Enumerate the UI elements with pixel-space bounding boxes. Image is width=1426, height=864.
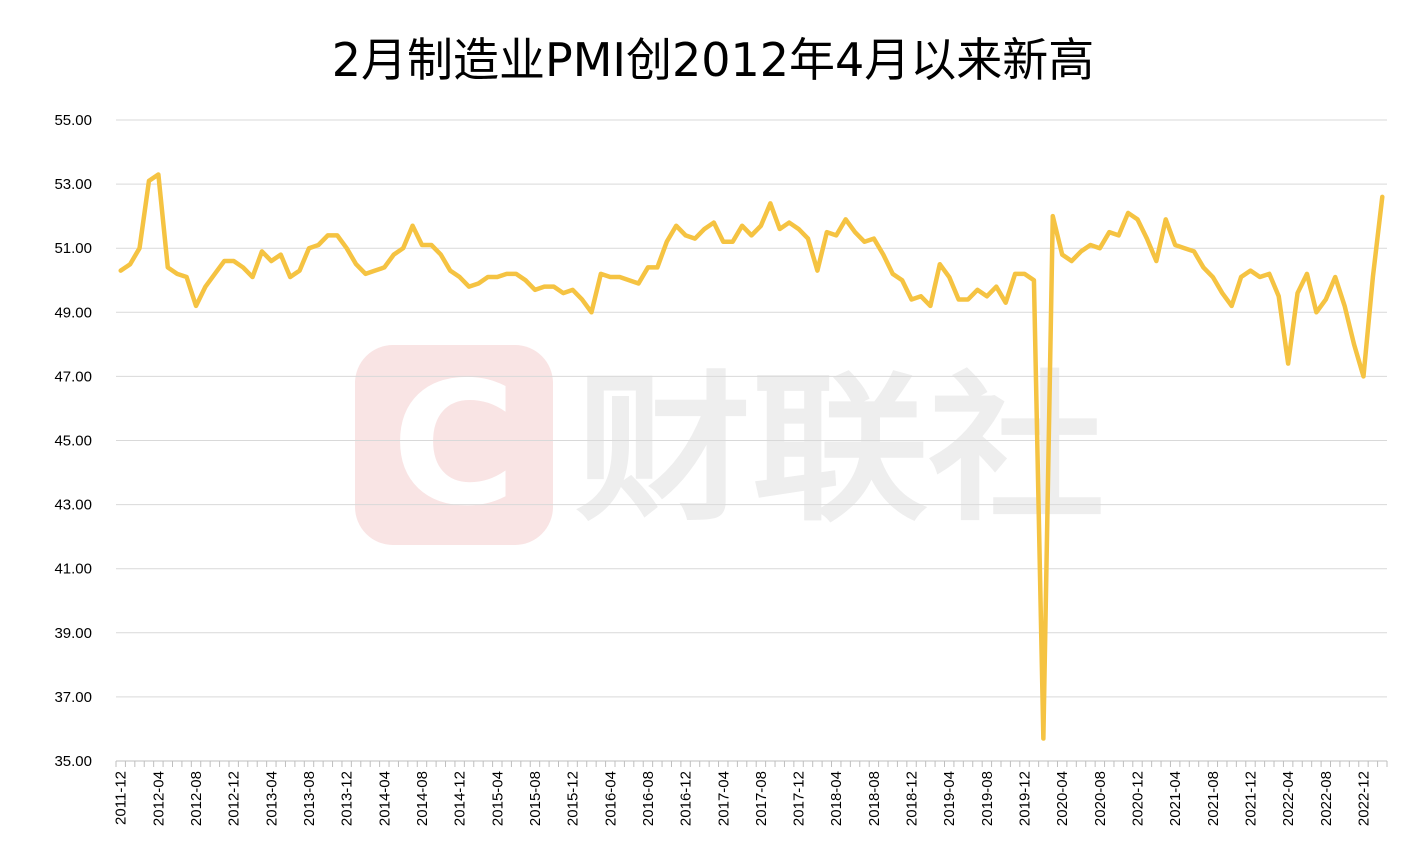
y-tick-label: 41.00: [54, 561, 92, 578]
x-tick-label: 2019-08: [979, 771, 996, 826]
y-tick-label: 43.00: [54, 497, 92, 514]
x-axis: 2011-12 2012-04 2012-08 2012-12 2013-04 2013-…: [113, 760, 1388, 826]
watermark-logo-letter: C: [392, 346, 517, 544]
x-tick-label: 2017-04: [715, 771, 732, 826]
x-tick-label: 2012-04: [150, 771, 167, 826]
x-tick-label: 2015-12: [565, 771, 582, 826]
x-tick-label: 2017-08: [753, 771, 770, 826]
x-tick-label: 2014-08: [414, 771, 431, 826]
y-tick-label: 47.00: [54, 368, 92, 385]
x-tick-label: 2022-04: [1280, 771, 1297, 826]
y-tick-label: 53.00: [54, 176, 92, 193]
x-tick-label: 2022-12: [1355, 771, 1372, 826]
watermark-text: 财联社: [575, 356, 1105, 543]
x-tick-label: 2011-12: [113, 771, 130, 825]
x-tick-label: 2018-08: [866, 771, 883, 826]
series-line: [118, 172, 1385, 741]
y-tick-label: 51.00: [54, 240, 92, 257]
x-tick-label: 2016-12: [678, 771, 695, 826]
chart-title: 2月制造业PMI创2012年4月以来新高: [331, 33, 1095, 87]
y-tick-label: 35.00: [54, 753, 92, 770]
y-tick-label: 55.00: [54, 112, 92, 129]
x-tick-label: 2012-12: [226, 771, 243, 826]
x-tick-label: 2016-08: [640, 771, 657, 826]
x-tick-label: 2018-12: [904, 771, 921, 826]
x-tick-label: 2014-04: [376, 771, 393, 826]
x-tick-label: 2019-12: [1017, 771, 1034, 826]
x-tick-label: 2020-12: [1130, 771, 1147, 826]
y-axis: 35.00 37.00 39.00 41.00 43.00 45.00 47.00 49.00…: [54, 112, 92, 770]
y-tick-label: 39.00: [54, 625, 92, 642]
x-tick-label: 2022-08: [1318, 771, 1335, 826]
x-tick-label: 2016-04: [602, 771, 619, 826]
x-tick-label: 2013-04: [263, 771, 280, 826]
y-tick-label: 49.00: [54, 304, 92, 321]
x-tick-label: 2017-12: [791, 771, 808, 826]
x-tick-label: 2018-04: [828, 771, 845, 826]
x-tick-label: 2013-12: [339, 771, 356, 826]
x-tick-label: 2021-04: [1167, 771, 1184, 826]
watermark: C 财联社: [355, 345, 1105, 545]
x-tick-label: 2021-12: [1242, 771, 1259, 826]
gridlines: [116, 119, 1387, 762]
x-tick-label: 2013-08: [301, 771, 318, 826]
watermark-logo-icon: [355, 345, 553, 545]
x-tick-label: 2015-04: [489, 771, 506, 826]
y-tick-label: 37.00: [54, 689, 92, 706]
x-tick-label: 2021-08: [1205, 771, 1222, 826]
x-tick-label: 2020-08: [1092, 771, 1109, 826]
x-tick-label: 2019-04: [941, 771, 958, 826]
series-group: [118, 172, 1385, 741]
x-tick-label: 2014-12: [452, 771, 469, 826]
x-tick-label: 2020-04: [1054, 771, 1071, 826]
x-tick-label: 2015-08: [527, 771, 544, 826]
x-tick-label: 2012-08: [188, 771, 205, 826]
y-tick-label: 45.00: [54, 433, 92, 450]
